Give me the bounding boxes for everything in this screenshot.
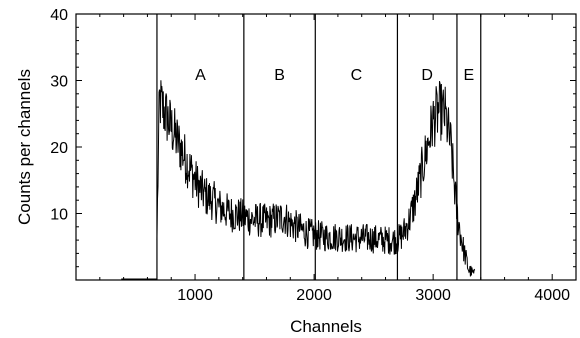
region-label-a: A	[195, 67, 206, 84]
region-label-b: B	[274, 67, 285, 84]
x-tick-label: 1000	[177, 287, 213, 304]
x-tick-label: 2000	[296, 287, 332, 304]
region-label-e: E	[464, 67, 475, 84]
y-tick-label: 20	[50, 140, 68, 157]
y-tick-label: 10	[50, 207, 68, 224]
region-label-d: D	[421, 67, 433, 84]
axes: 10 20 30 40 1000 2000 3000 4000 Channels Counts p…	[15, 7, 576, 336]
region-labels: A B C D E	[195, 67, 474, 84]
y-axis-title: Counts per channels	[15, 69, 34, 225]
series-group	[121, 80, 476, 280]
y-tick-label: 30	[50, 74, 68, 91]
region-label-c: C	[351, 67, 363, 84]
x-tick-label: 3000	[415, 287, 451, 304]
y-tick-label: 40	[50, 7, 68, 24]
plot-area	[75, 13, 577, 281]
x-tick-label: 4000	[534, 287, 570, 304]
plot-frame	[75, 13, 577, 281]
spectrum-series-line	[156, 80, 476, 277]
x-axis-title: Channels	[290, 317, 362, 336]
region-boundaries	[156, 14, 482, 280]
